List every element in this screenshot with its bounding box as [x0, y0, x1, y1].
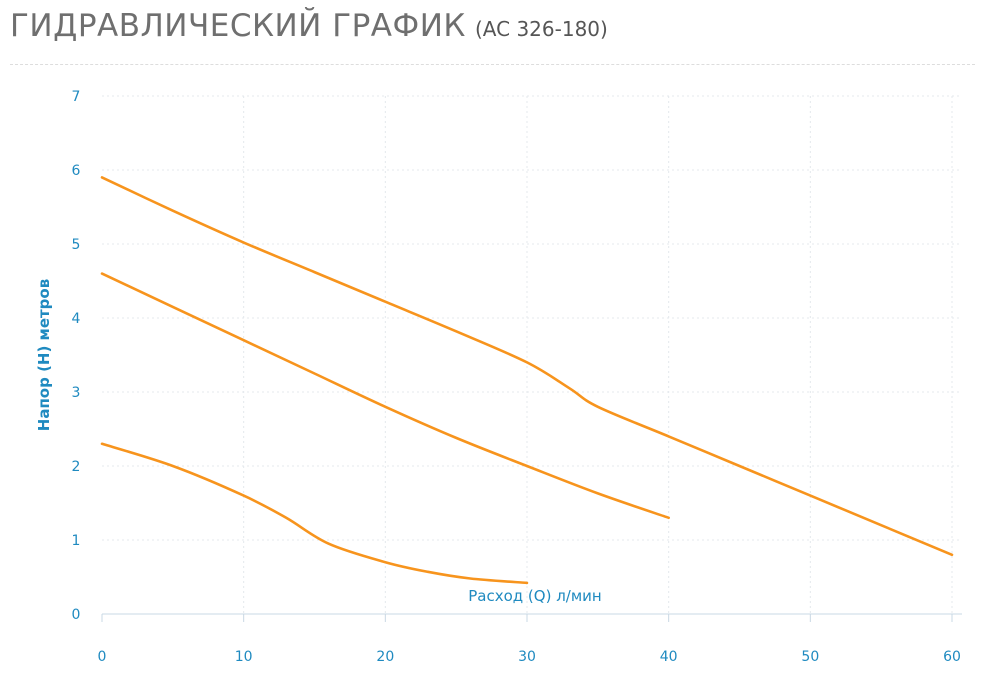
y-tick-label: 0 — [72, 607, 81, 623]
y-tick-label: 2 — [72, 459, 81, 475]
series-lines — [100, 176, 954, 585]
series-line-2 — [100, 272, 670, 520]
page-title: ГИДРАВЛИЧЕСКИЙ ГРАФИК — [10, 8, 466, 44]
series-line-3 — [100, 442, 529, 585]
y-tick-label: 3 — [72, 385, 81, 401]
x-tick-label: 60 — [943, 649, 961, 665]
y-axis-title: Напор (H) метров — [35, 279, 53, 431]
y-tick-label: 7 — [72, 89, 81, 105]
x-tick-label: 20 — [376, 649, 394, 665]
x-tick-label: 50 — [801, 649, 819, 665]
y-tick-label: 6 — [72, 163, 81, 179]
axes — [101, 613, 962, 622]
x-tick-label: 30 — [518, 649, 536, 665]
chart-title-block: ГИДРАВЛИЧЕСКИЙ ГРАФИК (AC 326-180) — [10, 8, 608, 44]
model-label: (AC 326-180) — [475, 17, 608, 41]
x-tick-label: 10 — [235, 649, 253, 665]
series-line-1 — [100, 176, 954, 557]
title-divider — [10, 64, 975, 65]
y-tick-label: 1 — [72, 533, 81, 549]
x-tick-label: 40 — [660, 649, 678, 665]
grid-lines — [102, 95, 962, 614]
x-tick-label: 0 — [98, 649, 107, 665]
y-tick-label: 4 — [72, 311, 81, 327]
tick-labels: 0 10 20 30 40 50 60 0 1 2 3 4 5 6 7 — [72, 89, 961, 665]
x-axis-title: Расход (Q) л/мин — [468, 587, 601, 605]
y-tick-label: 5 — [72, 237, 81, 253]
